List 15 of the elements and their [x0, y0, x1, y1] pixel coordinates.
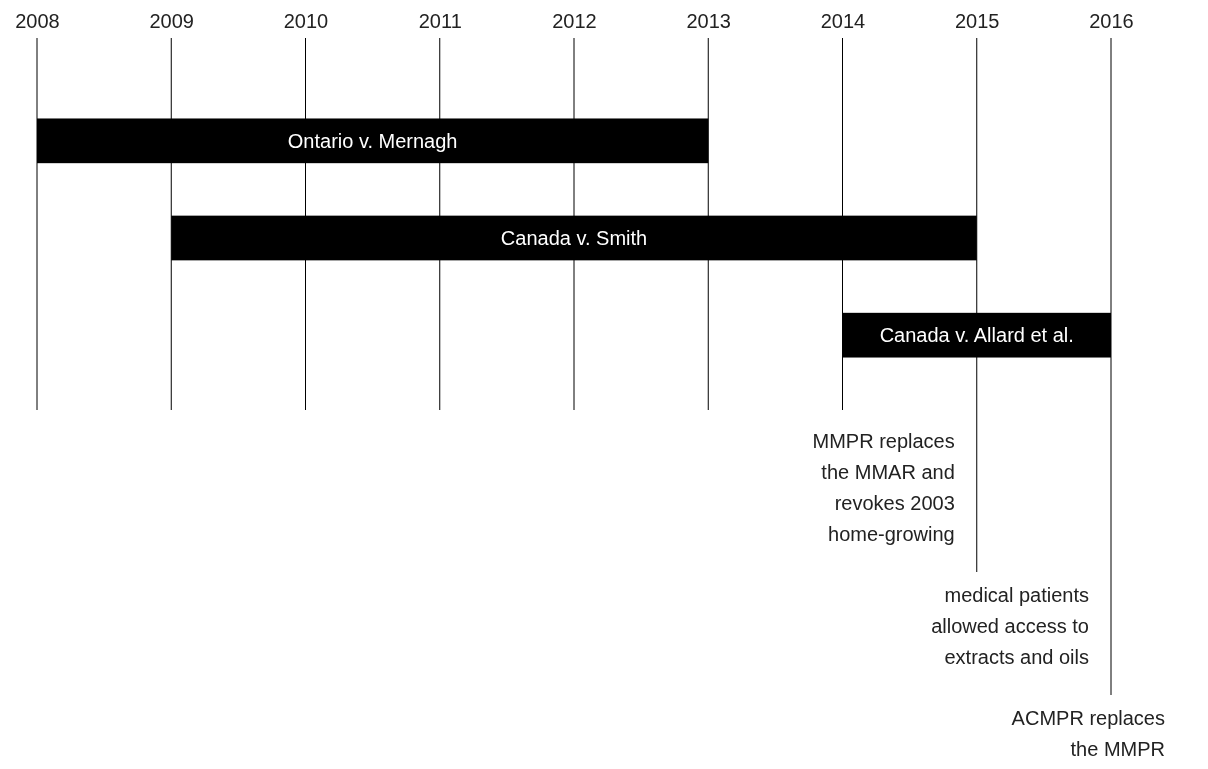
x-tick-label: 2016	[1089, 10, 1134, 32]
x-tick-label: 2009	[149, 10, 194, 32]
ref-line-label: MMPR replaces the MMAR and revokes 2003 home-growing	[812, 430, 955, 545]
x-tick-label: 2012	[552, 10, 597, 32]
y-tick-label: Ontario v. Mernagh	[287, 129, 458, 152]
x-tick-label: 2014	[820, 10, 866, 32]
y-tick-label: Canada v. Smith	[500, 227, 648, 249]
x-tick-label: 2011	[418, 10, 462, 32]
x-tick-label: 2013	[686, 10, 731, 32]
x-tick-label: 2008	[15, 10, 60, 32]
text: ACMPR replaces the MMPR	[1011, 707, 1165, 760]
x-tick-label: 2015	[955, 10, 1000, 32]
ref-line-label: medical patients allowed access to extracts and oils	[931, 584, 1089, 668]
x-tick-label: 2010	[283, 10, 329, 32]
y-tick-label: Canada v. Allard et al.	[879, 324, 1074, 347]
